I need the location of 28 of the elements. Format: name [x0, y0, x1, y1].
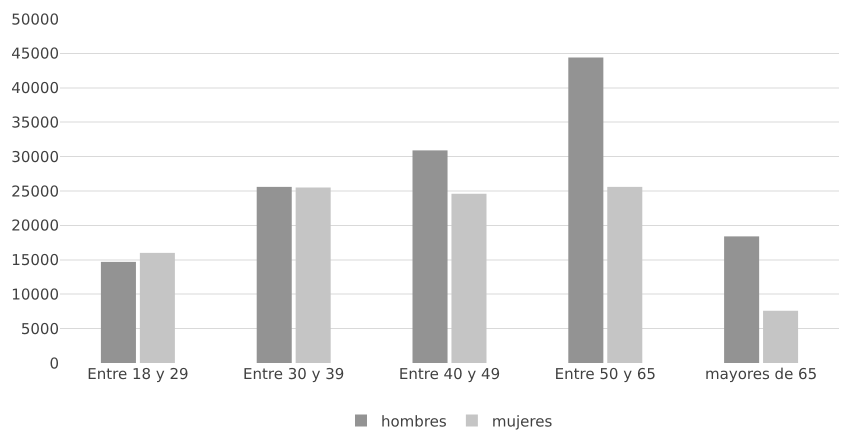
y-tick-label: 15000 [11, 251, 59, 270]
bar [100, 262, 136, 363]
x-tick-label: mayores de 65 [705, 365, 818, 383]
legend-label: hombres [381, 412, 447, 430]
legend-label: mujeres [492, 412, 552, 430]
y-tick-label: 40000 [11, 79, 59, 98]
y-tick-label: 25000 [11, 182, 59, 200]
y-tick-label: 5000 [20, 320, 59, 338]
bar [568, 58, 604, 363]
bar [724, 236, 760, 363]
x-tick-label: Entre 30 y 39 [243, 365, 344, 383]
bar [412, 150, 448, 363]
bar [256, 186, 292, 363]
x-tick-label: Entre 50 y 65 [554, 365, 656, 383]
bar [296, 188, 331, 363]
bar [451, 194, 486, 363]
y-tick-label: 35000 [11, 113, 59, 132]
bar [140, 252, 175, 363]
bar [763, 310, 798, 363]
y-tick-label: 0 [49, 354, 59, 372]
x-tick-label: Entre 40 y 49 [398, 365, 500, 383]
bar [607, 186, 642, 363]
y-tick-label: 20000 [11, 216, 59, 235]
y-tick-label: 50000 [11, 10, 59, 28]
x-tick-label: Entre 18 y 29 [87, 365, 189, 383]
y-tick-label: 30000 [11, 148, 59, 166]
y-tick-label: 10000 [11, 285, 59, 304]
y-tick-label: 45000 [11, 44, 59, 63]
